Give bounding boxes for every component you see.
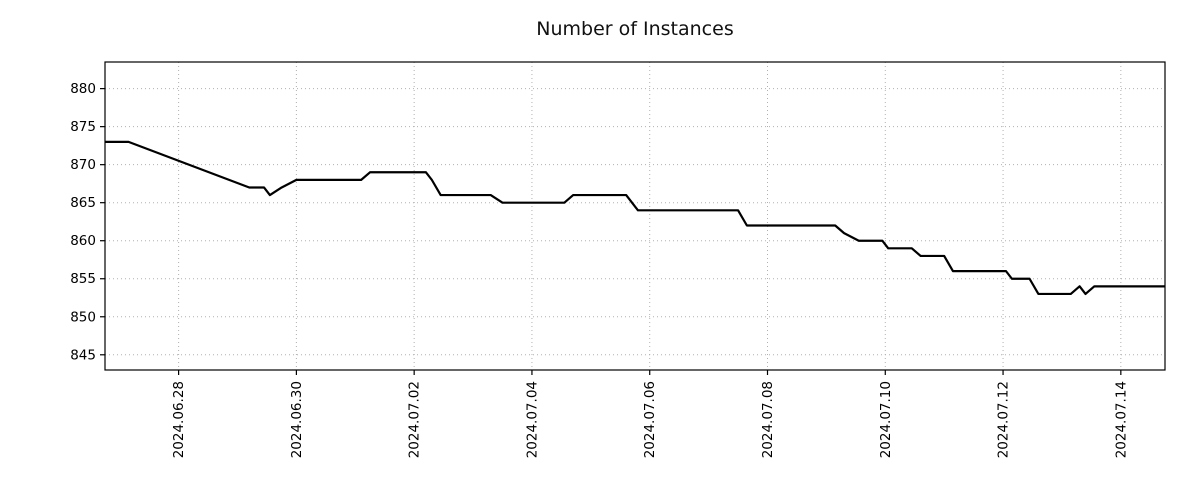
y-tick-label: 880 (70, 81, 96, 97)
y-tick-label: 845 (70, 347, 96, 363)
x-tick-label: 2024.06.28 (171, 381, 187, 458)
plot-frame (104, 61, 1166, 371)
y-tick-label: 860 (70, 233, 96, 249)
y-tick-label: 870 (70, 157, 96, 173)
grid (105, 62, 1165, 370)
chart-title: Number of Instances (536, 18, 734, 40)
x-tick-label: 2024.07.08 (760, 381, 776, 458)
x-tick-label: 2024.07.02 (407, 381, 423, 458)
x-tick-label: 2024.07.10 (878, 381, 894, 458)
x-tick-label: 2024.07.06 (642, 381, 658, 458)
y-tick-label: 855 (70, 271, 96, 287)
data-line (105, 140, 1165, 296)
y-axis: 845 850 855 860 865 870 875 880 (70, 81, 105, 363)
x-tick-label: 2024.07.12 (996, 381, 1012, 458)
x-tick-label: 2024.06.30 (289, 381, 305, 458)
x-tick-label: 2024.07.04 (524, 381, 540, 458)
y-tick-label: 850 (70, 309, 96, 325)
x-axis: 2024.06.28 2024.06.30 2024.07.02 2024.07.04… (171, 370, 1129, 458)
y-tick-label: 865 (70, 195, 96, 211)
x-tick-label: 2024.07.14 (1113, 381, 1129, 458)
y-tick-label: 875 (70, 119, 96, 135)
